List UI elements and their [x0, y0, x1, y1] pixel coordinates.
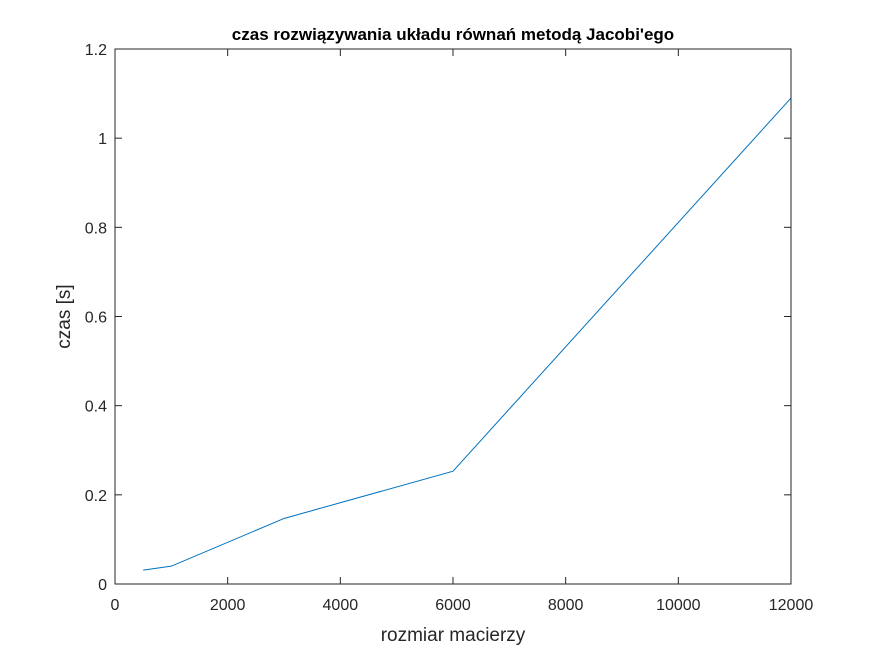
series-line-0 — [143, 97, 792, 571]
x-tick-label: 2000 — [210, 597, 246, 614]
x-tick-label: 12000 — [769, 597, 814, 614]
y-tick-label: 0.6 — [85, 310, 107, 327]
y-axis-label: czas [s] — [54, 284, 75, 348]
y-tick-label: 1.2 — [85, 42, 107, 59]
x-tick-label: 6000 — [435, 597, 471, 614]
x-tick-label: 10000 — [656, 597, 701, 614]
x-axis-label: rozmiar macierzy — [381, 625, 526, 646]
y-tick-label: 0.2 — [85, 488, 107, 505]
y-tick-label: 1 — [98, 131, 107, 148]
y-tick-label: 0.8 — [85, 220, 107, 237]
chart-title: czas rozwiązywania układu równań metodą … — [232, 25, 674, 44]
x-tick-label: 4000 — [323, 597, 359, 614]
x-tick-label: 0 — [111, 597, 120, 614]
series-layer — [143, 97, 792, 571]
x-tick-label: 8000 — [548, 597, 584, 614]
y-tick-label: 0.4 — [85, 399, 107, 416]
ticks-layer: 0 2000 4000 6000 8000 10000 12000 0 0.2 0.4 0.6 0.8… — [85, 42, 814, 614]
plot-area — [115, 49, 791, 584]
y-tick-label: 0 — [98, 577, 107, 594]
